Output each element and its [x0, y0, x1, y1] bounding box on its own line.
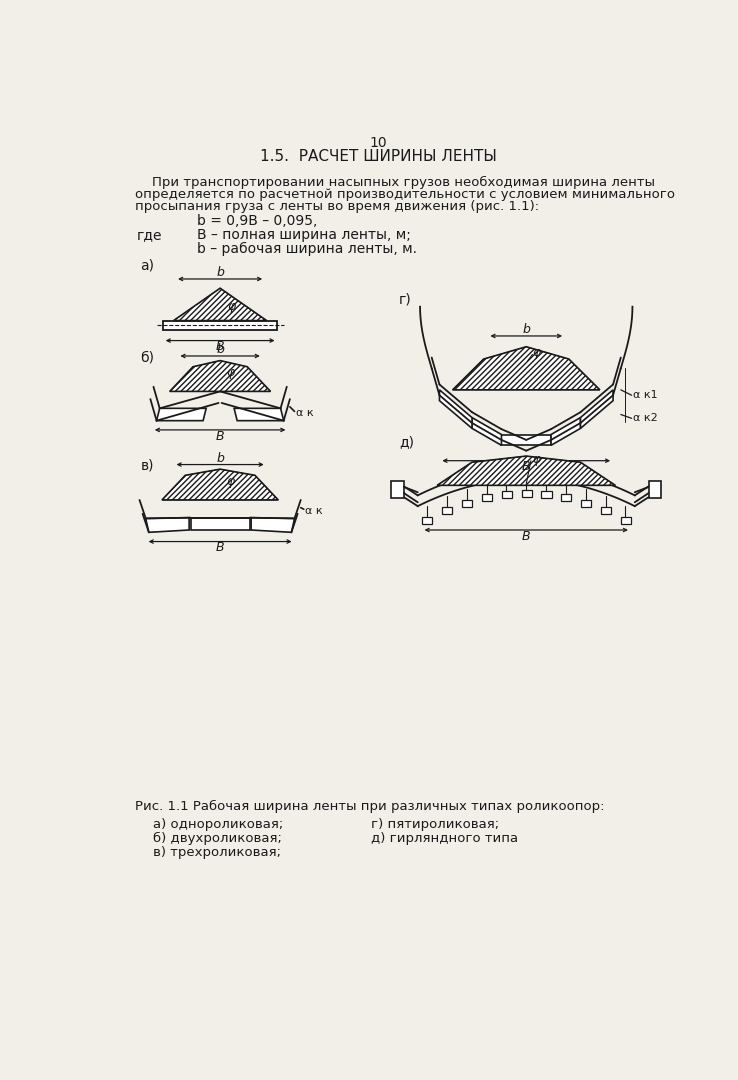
- Text: B: B: [522, 529, 531, 542]
- Text: где: где: [137, 228, 162, 242]
- Text: b – рабочая ширина ленты, м.: b – рабочая ширина ленты, м.: [197, 242, 417, 256]
- Polygon shape: [551, 418, 581, 445]
- Polygon shape: [437, 456, 615, 485]
- Text: B: B: [215, 541, 224, 554]
- Text: φ: φ: [532, 453, 541, 465]
- Text: α к: α к: [296, 408, 314, 418]
- Text: α к2: α к2: [633, 414, 658, 423]
- Polygon shape: [156, 408, 206, 421]
- Text: а) однороликовая;: а) однороликовая;: [153, 818, 283, 831]
- Text: φ: φ: [227, 475, 235, 488]
- Text: b: b: [523, 323, 530, 336]
- Polygon shape: [472, 418, 501, 445]
- Text: φ: φ: [532, 347, 541, 360]
- Text: b: b: [216, 343, 224, 356]
- Text: α к1: α к1: [633, 390, 658, 401]
- Text: в) трехроликовая;: в) трехроликовая;: [153, 846, 280, 859]
- Bar: [562, 495, 571, 501]
- Text: b = 0,9B – 0,095,: b = 0,9B – 0,095,: [197, 214, 317, 228]
- Text: просыпания груза с ленты во время движения (рис. 1.1):: просыпания груза с ленты во время движен…: [135, 201, 539, 214]
- Text: а): а): [140, 258, 154, 272]
- Text: b: b: [216, 451, 224, 464]
- Text: b: b: [216, 267, 224, 280]
- Text: B – полная ширина ленты, м;: B – полная ширина ленты, м;: [197, 228, 411, 242]
- Bar: [621, 517, 631, 524]
- Text: в): в): [140, 458, 154, 472]
- Bar: [581, 500, 591, 507]
- Bar: [542, 491, 551, 498]
- Text: 1.5.  РАСЧЕТ ШИРИНЫ ЛЕНТЫ: 1.5. РАСЧЕТ ШИРИНЫ ЛЕНТЫ: [260, 149, 497, 164]
- Bar: [501, 434, 551, 445]
- Bar: [649, 481, 661, 498]
- Polygon shape: [439, 390, 472, 429]
- Bar: [601, 508, 611, 514]
- Text: φ: φ: [227, 366, 235, 379]
- Polygon shape: [170, 361, 271, 391]
- Bar: [502, 491, 512, 498]
- Polygon shape: [162, 469, 278, 500]
- Bar: [482, 495, 492, 501]
- Polygon shape: [452, 347, 600, 390]
- Text: д) гирляндного типа: д) гирляндного типа: [371, 832, 518, 845]
- Bar: [462, 500, 472, 507]
- Text: B: B: [215, 340, 224, 353]
- Bar: [422, 517, 432, 524]
- Text: α к: α к: [306, 505, 323, 516]
- Bar: [163, 321, 277, 329]
- Polygon shape: [145, 517, 189, 532]
- Polygon shape: [234, 408, 283, 421]
- Text: д): д): [399, 435, 414, 449]
- Bar: [522, 490, 531, 497]
- Bar: [190, 517, 249, 530]
- Polygon shape: [173, 288, 266, 321]
- Text: г): г): [399, 293, 412, 307]
- Text: φ: φ: [228, 300, 236, 313]
- Text: B: B: [522, 460, 531, 473]
- Polygon shape: [581, 390, 613, 429]
- Text: Рис. 1.1 Рабочая ширина ленты при различных типах роликоопор:: Рис. 1.1 Рабочая ширина ленты при различ…: [135, 799, 604, 812]
- Bar: [391, 481, 404, 498]
- Text: б) двухроликовая;: б) двухроликовая;: [153, 832, 282, 845]
- Text: б): б): [140, 350, 154, 364]
- Bar: [442, 508, 452, 514]
- Text: определяется по расчетной производительности с условием минимального: определяется по расчетной производительн…: [135, 188, 675, 201]
- Polygon shape: [251, 517, 294, 532]
- Text: B: B: [215, 430, 224, 443]
- Text: 10: 10: [370, 136, 387, 150]
- Text: г) пятироликовая;: г) пятироликовая;: [371, 818, 500, 831]
- Text: При транспортировании насыпных грузов необходимая ширина ленты: При транспортировании насыпных грузов не…: [135, 176, 655, 189]
